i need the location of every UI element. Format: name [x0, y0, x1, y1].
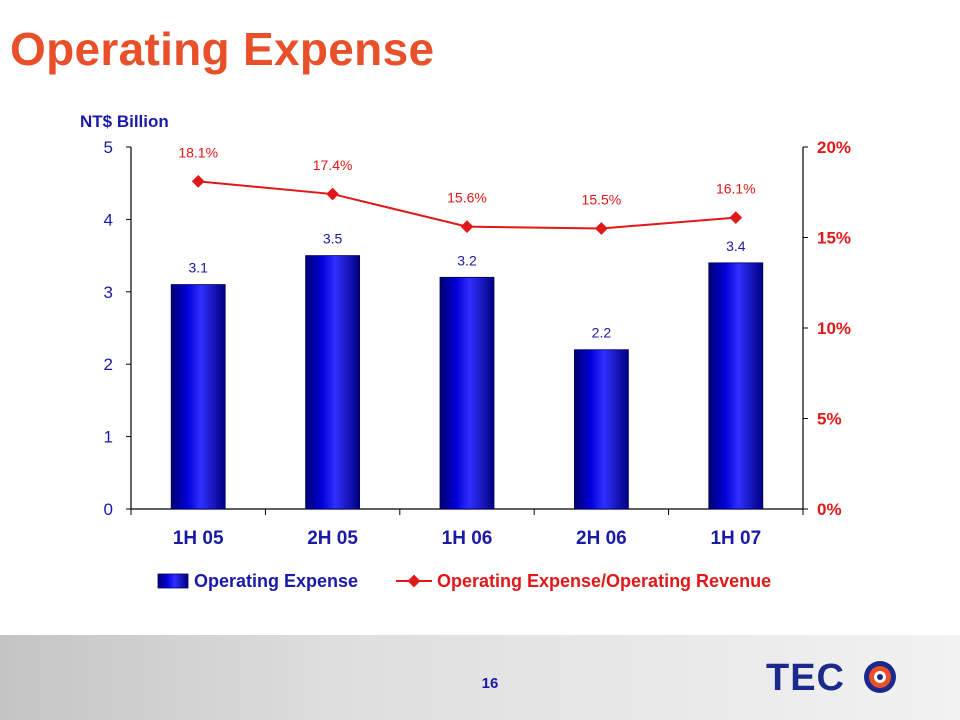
y2-tick-label: 0% — [817, 500, 842, 519]
line-point-marker — [326, 187, 339, 201]
bar-value-label: 2.2 — [592, 325, 612, 341]
bar-operating-expense — [574, 349, 629, 510]
bar-operating-expense — [305, 255, 361, 510]
legend-label-operating-expense: Operating Expense — [194, 571, 358, 591]
line-value-label: 18.1% — [178, 144, 218, 160]
legend-bar-swatch — [157, 573, 189, 589]
x-tick-label: 1H 06 — [442, 528, 493, 549]
y-tick-label: 4 — [104, 210, 113, 229]
svg-text:TEC: TEC — [766, 657, 845, 697]
y2-tick-label: 20% — [817, 138, 851, 157]
slide-title: Operating Expense — [10, 23, 435, 75]
line-point-marker — [595, 222, 608, 235]
y-tick-label: 0 — [104, 500, 113, 519]
line-point-marker — [729, 211, 743, 224]
y-tick-label: 2 — [104, 355, 113, 374]
bar-operating-expense — [708, 262, 764, 510]
y-tick-label: 5 — [104, 138, 113, 157]
legend-label-expense-revenue: Operating Expense/Operating Revenue — [437, 571, 771, 591]
teco-logo-swirl-icon — [864, 661, 896, 693]
combo-chart: 0 1 2 3 4 5 0% 5% 10% 15% 20% 1H 05 2H 05 1H 06 2H 06 1… — [80, 112, 851, 591]
bar-value-label: 3.5 — [323, 231, 343, 247]
y-tick-label: 1 — [104, 428, 113, 447]
x-tick-label: 1H 07 — [710, 528, 761, 549]
y2-tick-label: 5% — [817, 410, 842, 429]
bar-value-label: 3.2 — [457, 252, 477, 268]
bar-value-label: 3.1 — [188, 260, 208, 276]
bar-value-label: 3.4 — [726, 238, 746, 254]
line-point-marker — [191, 175, 205, 188]
line-value-label: 15.5% — [582, 191, 622, 207]
x-tick-label: 2H 05 — [307, 528, 358, 549]
bar-operating-expense — [170, 284, 226, 510]
line-value-label: 16.1% — [716, 181, 756, 197]
bar-operating-expense — [439, 276, 495, 510]
legend-line-marker — [407, 574, 421, 588]
page-number: 16 — [481, 675, 499, 692]
y2-tick-label: 15% — [817, 229, 851, 248]
line-point-marker — [460, 220, 474, 234]
x-tick-label: 1H 05 — [173, 528, 224, 549]
line-value-label: 15.6% — [447, 190, 487, 206]
y-tick-label: 3 — [104, 283, 113, 302]
y-axis-title: NT$ Billion — [80, 112, 169, 131]
x-tick-label: 2H 06 — [576, 528, 627, 549]
footer-bar: 16 TEC — [0, 635, 960, 720]
line-value-label: 17.4% — [313, 157, 353, 173]
y2-tick-label: 10% — [817, 319, 851, 338]
teco-logo: TEC — [766, 657, 896, 697]
